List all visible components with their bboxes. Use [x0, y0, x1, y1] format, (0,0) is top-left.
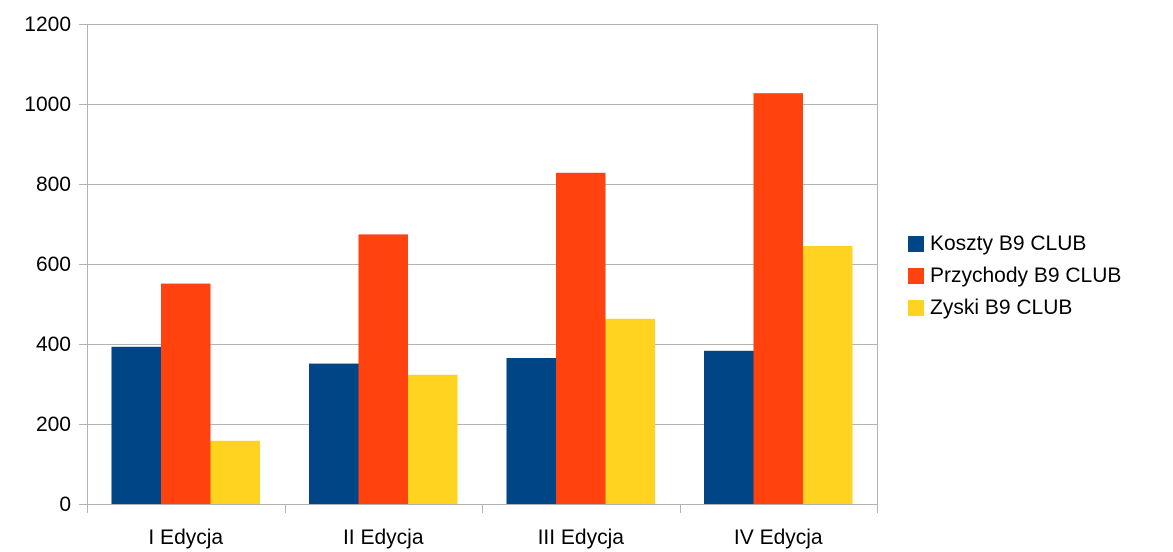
bar-przychody-b9-club-3 — [556, 172, 606, 505]
x-tick-label: III Edycja — [538, 526, 625, 549]
gridlines — [87, 24, 877, 505]
legend-label: Koszty B9 CLUB — [930, 232, 1087, 255]
legend-swatch — [908, 268, 924, 284]
legend: Koszty B9 CLUB Przychody B9 CLUB Zyski B9 … — [908, 228, 1121, 324]
bar-przychody-b9-club-1 — [161, 283, 211, 504]
bar-koszty-b9-club-3 — [506, 358, 556, 504]
x-tick-label: II Edycja — [343, 526, 424, 549]
y-tick-label: 400 — [36, 333, 71, 356]
bar-zyski-b9-club-1 — [210, 440, 260, 504]
legend-label: Przychody B9 CLUB — [930, 264, 1122, 287]
legend-item: Przychody B9 CLUB — [908, 260, 1121, 292]
legend-item: Koszty B9 CLUB — [908, 228, 1121, 260]
legend-label: Zyski B9 CLUB — [930, 296, 1073, 319]
x-tick-labels: I Edycja II Edycja III Edycja IV Edycja — [148, 526, 823, 549]
bar-przychody-b9-club-4 — [753, 93, 803, 504]
legend-swatch — [908, 236, 924, 252]
y-tick-label: 600 — [36, 253, 71, 276]
y-tick-label: 0 — [59, 493, 71, 516]
y-tick-label: 800 — [36, 173, 71, 196]
bar-zyski-b9-club-4 — [803, 246, 853, 504]
bar-zyski-b9-club-2 — [408, 374, 458, 504]
bar-koszty-b9-club-2 — [309, 363, 359, 504]
y-tick-label: 1000 — [24, 93, 71, 116]
bar-zyski-b9-club-3 — [605, 318, 655, 504]
bars — [111, 93, 853, 505]
legend-swatch — [908, 300, 924, 316]
x-tick-label: I Edycja — [148, 526, 223, 549]
bar-koszty-b9-club-4 — [704, 350, 754, 504]
y-tick-label: 1200 — [24, 13, 71, 36]
x-tick-label: IV Edycja — [734, 526, 823, 549]
y-tick-labels: 0 200 400 600 800 1000 1200 — [24, 13, 71, 516]
axes — [79, 24, 878, 513]
bar-przychody-b9-club-2 — [358, 234, 408, 504]
y-tick-label: 200 — [36, 413, 71, 436]
bar-koszty-b9-club-1 — [111, 346, 161, 504]
legend-item: Zyski B9 CLUB — [908, 292, 1121, 324]
